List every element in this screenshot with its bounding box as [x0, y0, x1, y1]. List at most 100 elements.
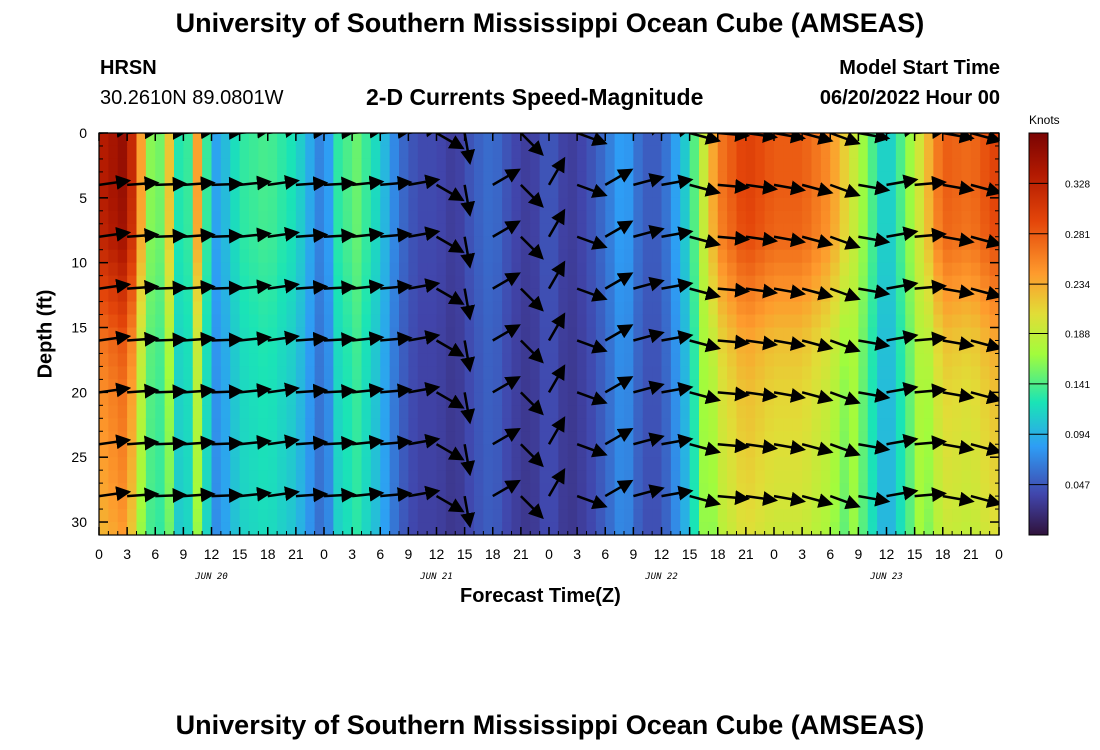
- heatmap-cell: [849, 223, 859, 238]
- current-arrow: [183, 331, 216, 347]
- heatmap-cell: [249, 418, 259, 432]
- heatmap-cell: [211, 275, 222, 290]
- heatmap-cell: [624, 457, 634, 471]
- heatmap-cell: [370, 496, 381, 510]
- heatmap-cell: [220, 353, 231, 368]
- heatmap-cell: [99, 392, 109, 406]
- heatmap-cell: [436, 353, 447, 368]
- heatmap-cell: [895, 223, 906, 238]
- heatmap-cell: [492, 444, 503, 458]
- current-arrow: [998, 496, 999, 498]
- y-tick-label: 10: [71, 255, 87, 271]
- heatmap-cell: [99, 197, 109, 212]
- heatmap-cell: [980, 262, 991, 277]
- heatmap-cell: [586, 483, 597, 497]
- heatmap-cell: [895, 353, 906, 368]
- heatmap-cell: [914, 353, 925, 368]
- heatmap-cell: [867, 210, 878, 225]
- heatmap-cell: [905, 249, 916, 264]
- heatmap-cell: [305, 457, 316, 471]
- heatmap-cell: [745, 470, 756, 484]
- heatmap-cell: [717, 483, 728, 497]
- heatmap-cell: [117, 133, 128, 147]
- station-name: HRSN: [100, 57, 157, 79]
- heatmap-cell: [633, 262, 644, 277]
- heatmap-cell: [961, 301, 972, 316]
- heatmap-cell: [877, 431, 888, 445]
- heatmap-cell: [661, 145, 672, 160]
- heatmap-cell: [427, 509, 438, 523]
- heatmap-cell: [305, 262, 316, 277]
- heatmap-cell: [877, 470, 888, 484]
- heatmap-cell: [164, 431, 175, 445]
- heatmap-cell: [445, 327, 456, 342]
- heatmap-cell: [783, 197, 794, 212]
- heatmap-cell: [230, 288, 241, 303]
- current-arrow: [604, 479, 634, 498]
- heatmap-cell: [558, 249, 569, 264]
- heatmap-cell: [961, 210, 972, 225]
- heatmap-cell: [277, 197, 288, 212]
- heatmap-cell: [220, 197, 231, 212]
- heatmap-cell: [745, 184, 756, 199]
- heatmap-cell: [464, 314, 475, 329]
- heatmap-cell: [530, 262, 541, 277]
- heatmap-cell: [745, 236, 756, 251]
- heatmap-cell: [942, 210, 953, 225]
- colorbar-tick-label: 0.188: [1065, 329, 1090, 340]
- heatmap-cell: [220, 379, 231, 393]
- heatmap-cell: [333, 431, 344, 445]
- heatmap-cell: [895, 340, 906, 355]
- heatmap-cell: [661, 522, 672, 535]
- current-arrow: [970, 133, 999, 145]
- heatmap-cell: [830, 353, 841, 368]
- heatmap-cell: [802, 444, 813, 458]
- heatmap-cell: [99, 327, 109, 342]
- heatmap-cell: [670, 340, 681, 355]
- heatmap-cell: [933, 197, 944, 212]
- heatmap-cell: [202, 210, 213, 225]
- heatmap-cell: [211, 392, 222, 406]
- heatmap-cell: [408, 133, 419, 147]
- heatmap-cell: [183, 327, 194, 342]
- heatmap-cell: [858, 340, 869, 355]
- heatmap-cell: [220, 301, 231, 316]
- heatmap-cell: [614, 522, 625, 535]
- heatmap-cell: [680, 249, 691, 264]
- heatmap-cell: [755, 133, 766, 147]
- heatmap-cell: [642, 275, 653, 290]
- heatmap-cell: [258, 236, 269, 251]
- heatmap-cell: [727, 223, 738, 238]
- heatmap-cell: [314, 496, 325, 510]
- heatmap-cell: [277, 223, 288, 238]
- heatmap-cell: [858, 249, 869, 264]
- heatmap-cell: [220, 158, 231, 173]
- heatmap-cell: [567, 457, 578, 471]
- heatmap-cell: [942, 418, 953, 432]
- heatmap-cell: [689, 133, 700, 147]
- heatmap-cell: [183, 249, 194, 264]
- heatmap-cell: [220, 262, 231, 277]
- heatmap-cell: [642, 262, 653, 277]
- heatmap-cell: [820, 275, 831, 290]
- heatmap-cell: [839, 353, 850, 368]
- heatmap-cell: [436, 301, 447, 316]
- heatmap-cell: [661, 353, 672, 368]
- current-arrow: [745, 231, 779, 247]
- heatmap-cell: [961, 184, 972, 199]
- heatmap-cell: [145, 522, 156, 535]
- heatmap-cell: [745, 314, 756, 329]
- heatmap-cell: [380, 133, 391, 147]
- heatmap-cell: [839, 327, 850, 342]
- current-arrow: [998, 236, 999, 239]
- heatmap-cell: [624, 418, 634, 432]
- heatmap-cell: [942, 223, 953, 238]
- heatmap-cell: [136, 236, 147, 251]
- heatmap-cell: [839, 210, 850, 225]
- heatmap-cell: [314, 418, 325, 432]
- heatmap-cell: [127, 522, 138, 535]
- heatmap-cell: [399, 236, 409, 251]
- heatmap-cell: [305, 236, 316, 251]
- current-arrow: [492, 324, 521, 342]
- heatmap-cell: [539, 418, 550, 432]
